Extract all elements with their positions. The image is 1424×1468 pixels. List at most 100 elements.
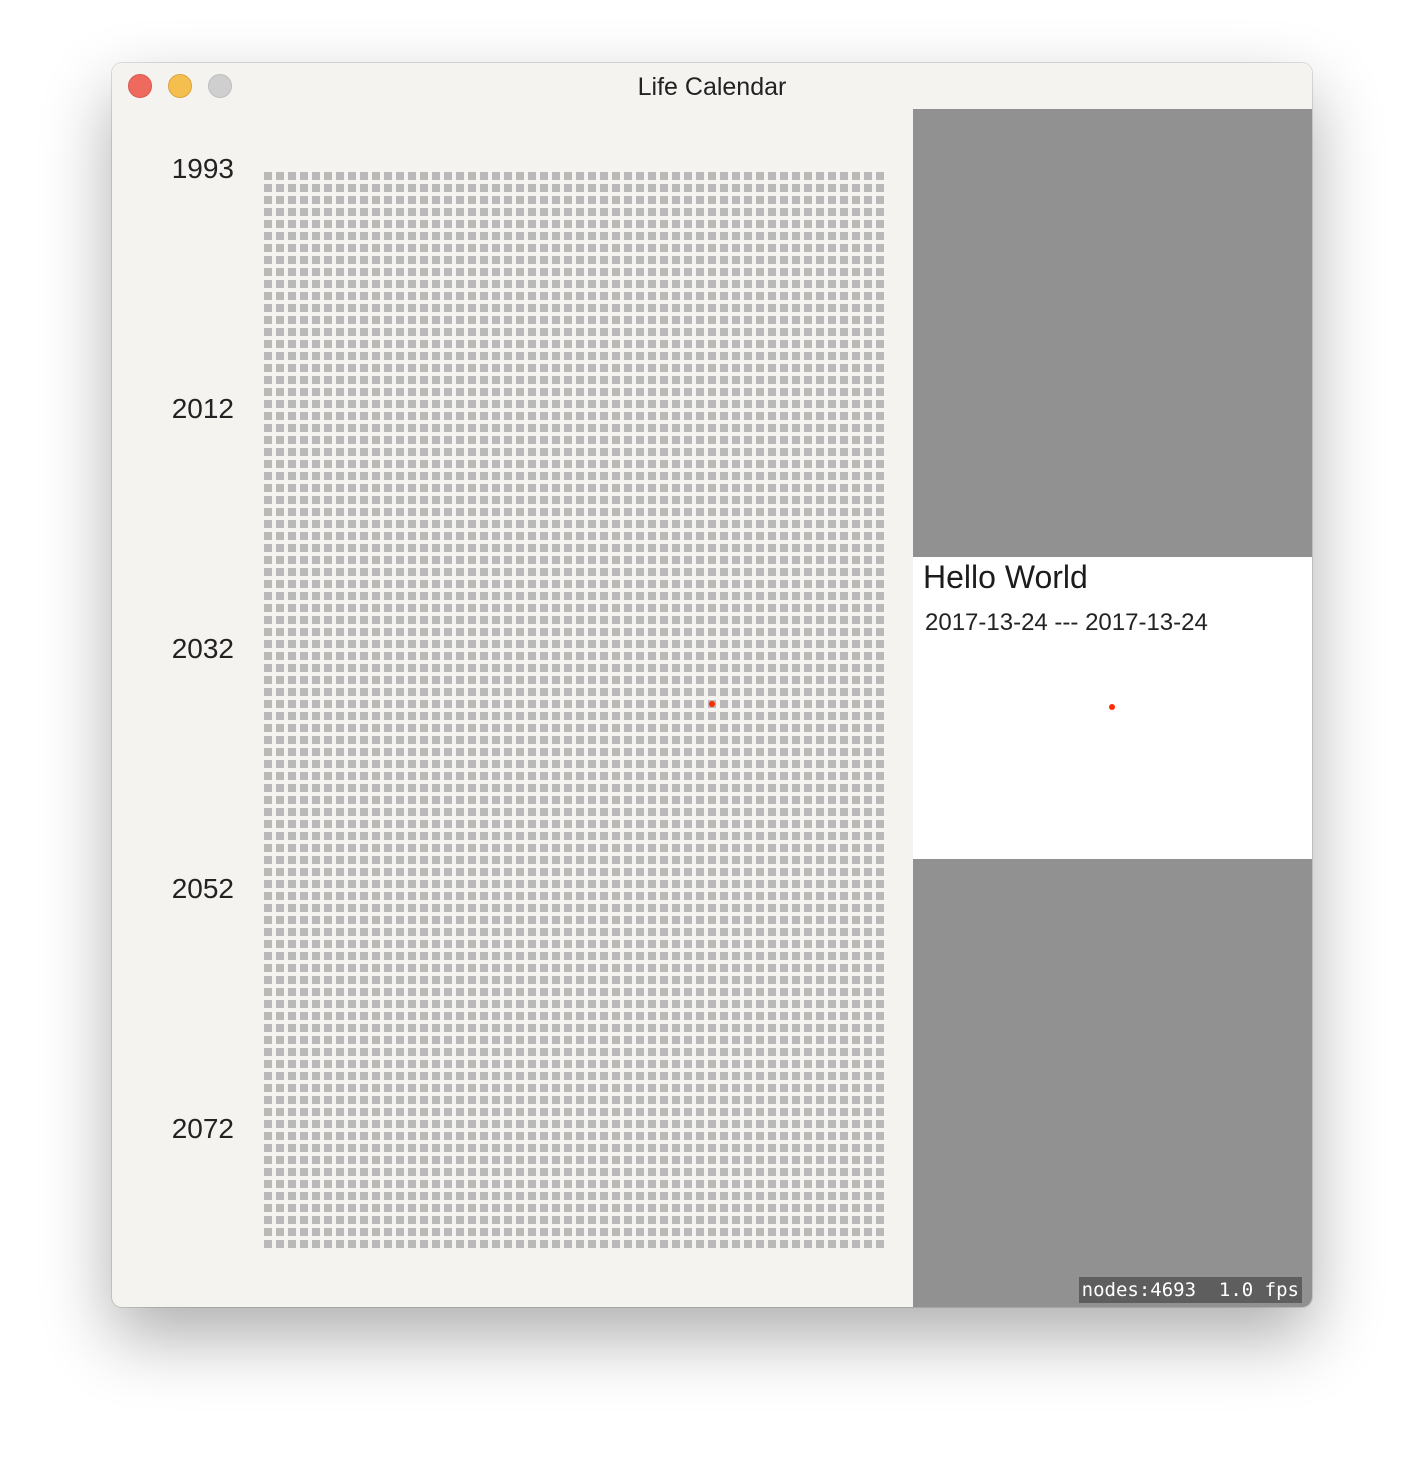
week-cell[interactable] [768, 988, 776, 996]
week-cell[interactable] [468, 808, 476, 816]
week-cell[interactable] [564, 1120, 572, 1128]
week-cell[interactable] [588, 508, 596, 516]
week-cell[interactable] [576, 424, 584, 432]
week-cell[interactable] [420, 808, 428, 816]
week-cell[interactable] [288, 352, 296, 360]
week-cell[interactable] [720, 364, 728, 372]
week-cell[interactable] [492, 436, 500, 444]
week-cell[interactable] [408, 1084, 416, 1092]
week-cell[interactable] [624, 520, 632, 528]
week-cell[interactable] [696, 604, 704, 612]
week-cell[interactable] [852, 1000, 860, 1008]
week-cell[interactable] [264, 1000, 272, 1008]
week-cell[interactable] [540, 964, 548, 972]
week-cell[interactable] [396, 1240, 404, 1248]
week-cell[interactable] [660, 1216, 668, 1224]
week-cell[interactable] [336, 172, 344, 180]
week-cell[interactable] [780, 820, 788, 828]
week-cell[interactable] [432, 880, 440, 888]
week-cell[interactable] [720, 1108, 728, 1116]
week-cell[interactable] [804, 688, 812, 696]
week-cell[interactable] [540, 748, 548, 756]
week-cell[interactable] [708, 1228, 716, 1236]
week-cell[interactable] [360, 532, 368, 540]
week-cell[interactable] [396, 856, 404, 864]
week-cell[interactable] [468, 736, 476, 744]
week-cell[interactable] [432, 724, 440, 732]
week-cell[interactable] [732, 208, 740, 216]
week-cell[interactable] [828, 784, 836, 792]
week-cell[interactable] [492, 1036, 500, 1044]
week-cell[interactable] [780, 508, 788, 516]
week-cell[interactable] [816, 316, 824, 324]
week-cell[interactable] [564, 352, 572, 360]
week-cell[interactable] [744, 1156, 752, 1164]
week-cell[interactable] [336, 1168, 344, 1176]
week-cell[interactable] [492, 652, 500, 660]
week-cell[interactable] [744, 424, 752, 432]
week-cell[interactable] [360, 904, 368, 912]
week-cell[interactable] [372, 1156, 380, 1164]
week-cell[interactable] [504, 868, 512, 876]
week-cell[interactable] [816, 304, 824, 312]
week-cell[interactable] [300, 1000, 308, 1008]
week-cell[interactable] [708, 1132, 716, 1140]
week-cell[interactable] [648, 940, 656, 948]
week-cell[interactable] [624, 244, 632, 252]
week-cell[interactable] [528, 580, 536, 588]
week-cell[interactable] [420, 592, 428, 600]
week-cell[interactable] [624, 928, 632, 936]
week-cell[interactable] [864, 184, 872, 192]
week-cell[interactable] [672, 568, 680, 576]
week-cell[interactable] [264, 316, 272, 324]
week-cell[interactable] [420, 388, 428, 396]
week-cell[interactable] [852, 460, 860, 468]
week-cell[interactable] [432, 328, 440, 336]
week-cell[interactable] [444, 1084, 452, 1092]
week-cell[interactable] [312, 220, 320, 228]
week-cell[interactable] [600, 952, 608, 960]
week-cell[interactable] [300, 1108, 308, 1116]
week-cell[interactable] [324, 424, 332, 432]
week-cell[interactable] [552, 1036, 560, 1044]
week-cell[interactable] [504, 412, 512, 420]
week-cell[interactable] [840, 1240, 848, 1248]
week-cell[interactable] [804, 568, 812, 576]
week-cell[interactable] [636, 1204, 644, 1212]
week-cell[interactable] [564, 448, 572, 456]
week-cell[interactable] [324, 820, 332, 828]
week-cell[interactable] [516, 508, 524, 516]
week-cell[interactable] [756, 832, 764, 840]
week-cell[interactable] [696, 472, 704, 480]
week-cell[interactable] [744, 772, 752, 780]
week-cell[interactable] [444, 1216, 452, 1224]
week-cell[interactable] [612, 628, 620, 636]
week-cell[interactable] [300, 1192, 308, 1200]
week-cell[interactable] [492, 832, 500, 840]
week-cell[interactable] [324, 1120, 332, 1128]
week-cell[interactable] [480, 1168, 488, 1176]
week-cell[interactable] [672, 676, 680, 684]
week-cell[interactable] [264, 1192, 272, 1200]
week-cell[interactable] [612, 1108, 620, 1116]
week-cell[interactable] [852, 748, 860, 756]
week-cell[interactable] [876, 220, 884, 228]
week-cell[interactable] [732, 1192, 740, 1200]
week-cell[interactable] [312, 796, 320, 804]
week-cell[interactable] [696, 1096, 704, 1104]
week-cell[interactable] [408, 388, 416, 396]
week-cell[interactable] [264, 448, 272, 456]
week-cell[interactable] [756, 304, 764, 312]
week-cell[interactable] [300, 700, 308, 708]
week-cell[interactable] [420, 652, 428, 660]
week-cell[interactable] [612, 1132, 620, 1140]
week-cell[interactable] [324, 700, 332, 708]
week-cell[interactable] [276, 304, 284, 312]
week-cell[interactable] [816, 616, 824, 624]
week-cell[interactable] [876, 964, 884, 972]
week-cell[interactable] [468, 928, 476, 936]
week-cell[interactable] [456, 376, 464, 384]
week-cell[interactable] [648, 1024, 656, 1032]
week-cell[interactable] [528, 1204, 536, 1212]
week-cell[interactable] [264, 364, 272, 372]
